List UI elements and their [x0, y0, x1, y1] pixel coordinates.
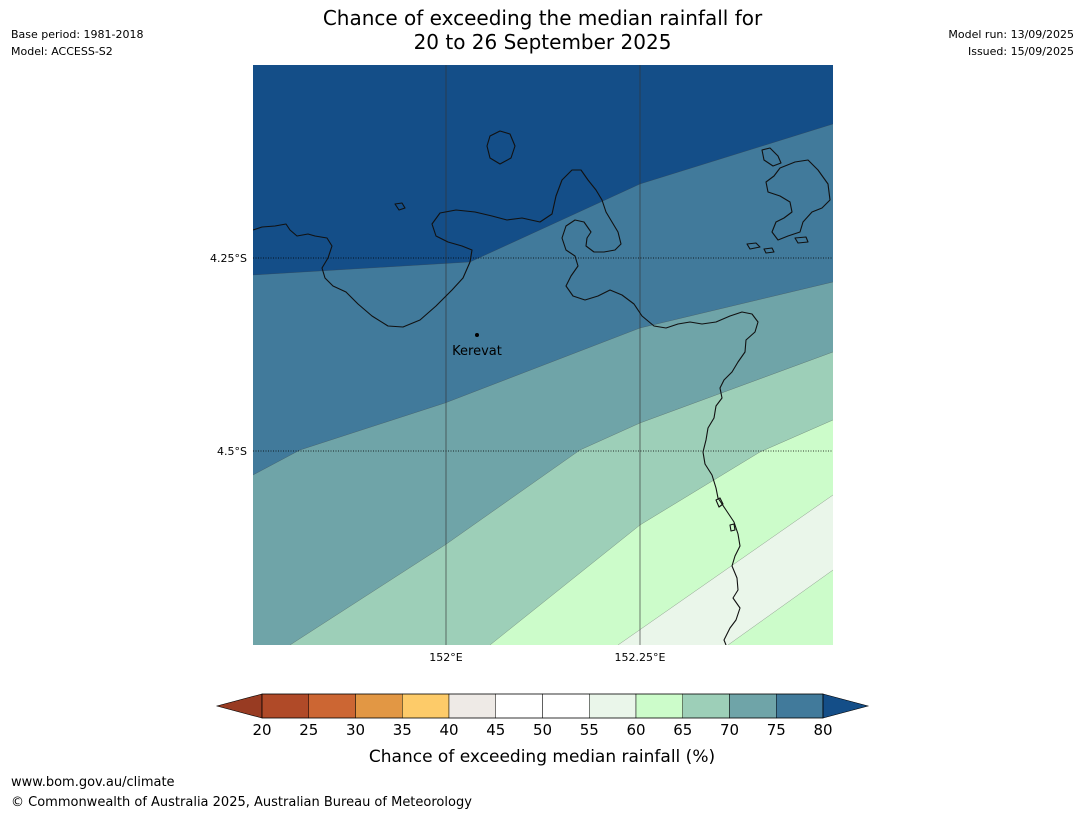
place-marker: Kerevat: [452, 333, 502, 359]
model-text: Model: ACCESS-S2: [11, 45, 113, 58]
lon-label-152-25: 152.25°E: [615, 651, 666, 664]
kerevat-label: Kerevat: [452, 344, 502, 359]
colorbar-cell-75-80: [776, 693, 824, 719]
title-line-2: 20 to 26 September 2025: [413, 30, 672, 54]
colorbar-frame: [261, 693, 824, 719]
colorbar-over-arrow: [822, 693, 870, 719]
colorbar-tick-60: 60: [626, 721, 645, 739]
colorbar: 20 25 30 35 40 45 50 55 60 65 70 75 80 Chance of exc…: [215, 693, 870, 767]
colorbar-tick-25: 25: [299, 721, 318, 739]
probability-bands: [253, 65, 833, 645]
islet-3: [729, 523, 736, 532]
footer-url[interactable]: www.bom.gov.au/climate: [11, 775, 175, 790]
colorbar-tick-55: 55: [580, 721, 599, 739]
colorbar-tick-70: 70: [720, 721, 739, 739]
islet-1: [394, 202, 406, 211]
coastline: [253, 130, 831, 645]
lon-label-152: 152°E: [429, 651, 462, 664]
lat-label-4-25: 4.25°S: [210, 252, 247, 265]
colorbar-tick-30: 30: [346, 721, 365, 739]
islet-5: [763, 247, 775, 254]
colorbar-tick-35: 35: [393, 721, 412, 739]
colorbar-tick-75: 75: [767, 721, 786, 739]
colorbar-cell-55-60: [589, 693, 637, 719]
kerevat-dot: [475, 333, 479, 337]
colorbar-tick-65: 65: [673, 721, 692, 739]
colorbar-cell-45-50: [495, 693, 543, 719]
islet-2: [715, 497, 724, 508]
colorbar-under-arrow: [215, 693, 263, 719]
colorbar-cell-40-45: [448, 693, 496, 719]
colorbar-tick-40: 40: [439, 721, 458, 739]
graticule: [253, 65, 833, 645]
colorbar-tick-80: 80: [813, 721, 832, 739]
base-period-text: Base period: 1981-2018: [11, 28, 144, 41]
model-run-text: Model run: 13/09/2025: [948, 28, 1074, 41]
footer-copyright: © Commonwealth of Australia 2025, Austra…: [11, 795, 472, 810]
issued-text: Issued: 15/09/2025: [967, 45, 1074, 58]
colorbar-tick-20: 20: [252, 721, 271, 739]
colorbar-cell-70-75: [729, 693, 777, 719]
islet-6: [794, 236, 809, 244]
axis-labels: 4.25°S 4.5°S 152°E 152.25°E: [210, 252, 665, 664]
coastline-main: [253, 169, 759, 645]
meta-right: Model run: 13/09/2025 Issued: 15/09/2025: [948, 26, 1074, 60]
islet-4: [746, 242, 761, 250]
colorbar-cell-20-25: [261, 693, 309, 719]
lat-label-4-5: 4.5°S: [217, 445, 247, 458]
map-title: Chance of exceeding the median rainfall …: [0, 6, 1085, 54]
colorbar-ticks: 20 25 30 35 40 45 50 55 60 65 70 75 80: [252, 721, 832, 739]
meta-left: Base period: 1981-2018 Model: ACCESS-S2: [11, 26, 143, 60]
colorbar-cell-60-65: [635, 693, 683, 719]
colorbar-cell-35-40: [402, 693, 450, 719]
island-north: [486, 130, 516, 165]
islet-7: [761, 147, 782, 167]
colorbar-cell-50-55: [542, 693, 590, 719]
colorbar-cells: [261, 693, 824, 719]
duke-of-york-islands: [765, 159, 831, 241]
colorbar-cell-65-70: [682, 693, 730, 719]
band-edges: [253, 123, 833, 645]
colorbar-cell-25-30: [308, 693, 356, 719]
title-line-1: Chance of exceeding the median rainfall …: [322, 6, 763, 30]
colorbar-tick-50: 50: [533, 721, 552, 739]
colorbar-cell-30-35: [355, 693, 403, 719]
colorbar-tick-45: 45: [486, 721, 505, 739]
colorbar-label: Chance of exceeding median rainfall (%): [369, 747, 715, 767]
